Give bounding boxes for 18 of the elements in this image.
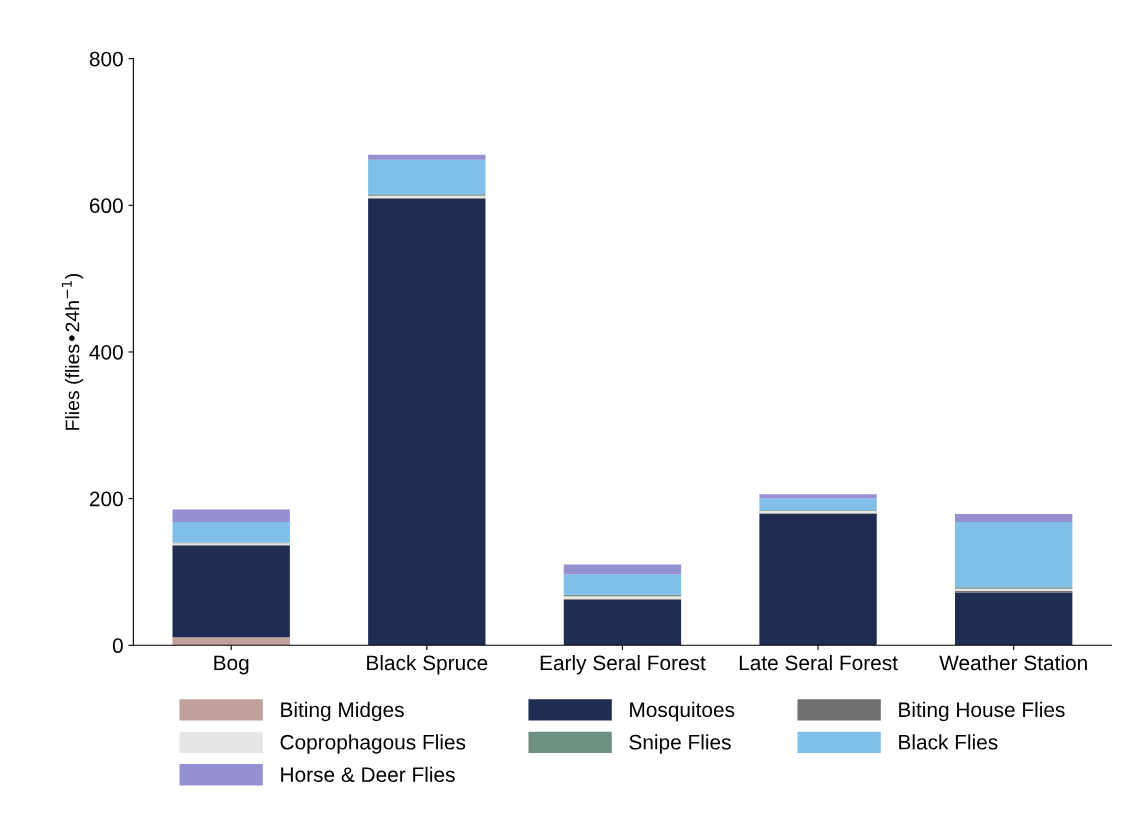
legend-label: Black Flies [899,734,998,750]
y-tick-label: 0 [112,638,123,654]
legend-label: Horse & Deer Flies [281,766,455,783]
y-tick-label: 600 [89,198,123,214]
y-axis-title: Flies (flies•24h$^{−1}$) [61,273,84,430]
legend-label: Biting House Flies [899,701,1065,722]
legend-label: Snipe Flies [629,734,731,754]
x-tick-label: Bog [214,655,249,675]
x-tick-label: Late Seral Forest [739,654,898,671]
y-tick-label: 400 [89,344,123,360]
y-tick-label: 200 [89,491,123,507]
x-tick-label: Black Spruce [367,654,488,675]
y-tick-label: 800 [89,51,123,67]
legend-label: Coprophagous Flies [280,734,466,754]
legend-label: Mosquitoes [630,701,735,722]
x-tick-label: Early Seral Forest [540,654,706,675]
legend-label: Biting Midges [281,701,404,722]
x-tick-label: Weather Station [939,654,1087,671]
